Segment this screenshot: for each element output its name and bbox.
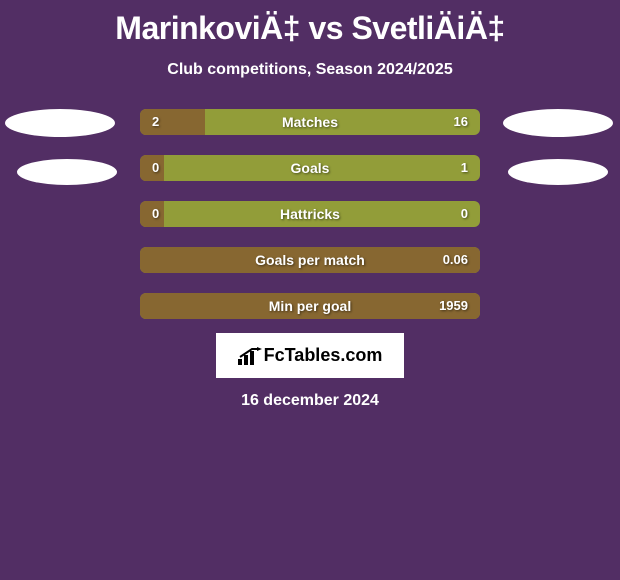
- date-label: 16 december 2024: [0, 392, 620, 410]
- stat-row: Min per goal1959: [140, 293, 480, 319]
- player1-name: MarinkoviÄ‡: [115, 10, 300, 46]
- logo-text: FcTables.com: [264, 345, 383, 365]
- player2-name: SvetliÄiÄ‡: [351, 10, 504, 46]
- stat-bars: 2Matches160Goals10Hattricks0Goals per ma…: [140, 109, 480, 319]
- stat-right-value: 0: [461, 201, 468, 227]
- chart-icon: [238, 347, 262, 365]
- stat-label: Matches: [140, 109, 480, 135]
- page-title: MarinkoviÄ‡ vs SvetliÄiÄ‡: [0, 10, 620, 47]
- player1-avatar-2: [17, 159, 117, 185]
- stat-row: 2Matches16: [140, 109, 480, 135]
- stat-right-value: 1: [461, 155, 468, 181]
- subtitle: Club competitions, Season 2024/2025: [0, 61, 620, 79]
- stat-right-value: 16: [454, 109, 468, 135]
- stat-right-value: 0.06: [443, 247, 468, 273]
- stat-row: Goals per match0.06: [140, 247, 480, 273]
- stat-right-value: 1959: [439, 293, 468, 319]
- stat-label: Min per goal: [140, 293, 480, 319]
- comparison-content: 2Matches160Goals10Hattricks0Goals per ma…: [0, 109, 620, 319]
- vs-separator: vs: [308, 10, 343, 46]
- stat-row: 0Hattricks0: [140, 201, 480, 227]
- site-logo[interactable]: FcTables.com: [216, 333, 405, 378]
- stat-row: 0Goals1: [140, 155, 480, 181]
- player2-avatar-2: [508, 159, 608, 185]
- footer: FcTables.com 16 december 2024: [0, 333, 620, 410]
- stat-label: Goals: [140, 155, 480, 181]
- player2-avatar-1: [503, 109, 613, 137]
- header: MarinkoviÄ‡ vs SvetliÄiÄ‡ Club competiti…: [0, 0, 620, 79]
- player1-avatar-1: [5, 109, 115, 137]
- stat-label: Goals per match: [140, 247, 480, 273]
- stat-label: Hattricks: [140, 201, 480, 227]
